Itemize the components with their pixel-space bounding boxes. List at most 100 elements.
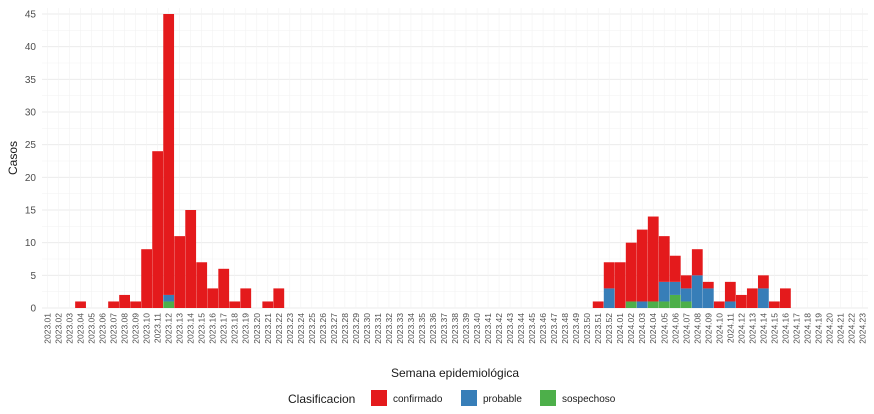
x-tick-label: 2023.29: [351, 313, 361, 344]
bar-confirmado: [196, 262, 208, 308]
x-tick-label: 2023.31: [373, 313, 383, 344]
legend-label-confirmado: confirmado: [393, 394, 443, 405]
bar-confirmado: [735, 294, 747, 308]
x-tick-label: 2023.44: [516, 313, 526, 344]
bar-confirmado: [207, 288, 219, 308]
x-tick-label: 2023.26: [318, 313, 328, 344]
bar-probable: [680, 288, 692, 302]
x-tick-label: 2023.33: [395, 313, 405, 344]
x-tick-label: 2023.37: [439, 313, 449, 344]
bar-sospechoso: [163, 301, 175, 308]
bar-probable: [691, 275, 703, 308]
x-tick-label: 2023.27: [329, 313, 339, 344]
bar-confirmado: [152, 151, 164, 308]
bar-probable: [636, 301, 648, 308]
x-tick-label: 2023.42: [494, 313, 504, 344]
x-tick-label: 2023.22: [274, 313, 284, 344]
x-tick-label: 2023.46: [538, 313, 548, 344]
x-tick-label: 2023.20: [252, 313, 262, 344]
x-tick-label: 2023.18: [230, 313, 240, 344]
bar-confirmado: [273, 288, 285, 308]
bar-probable: [702, 288, 714, 308]
bar-probable: [669, 281, 681, 295]
bar-confirmado: [691, 249, 703, 276]
x-tick-label: 2023.45: [527, 313, 537, 344]
x-tick-label: 2024.16: [780, 313, 790, 344]
legend-key-confirmado: [371, 390, 387, 406]
y-tick-label: 40: [25, 42, 37, 53]
x-tick-label: 2023.17: [219, 313, 229, 344]
x-tick-label: 2023.40: [472, 313, 482, 344]
bar-probable: [163, 294, 175, 302]
bar-probable: [603, 288, 615, 308]
y-tick-label: 25: [25, 140, 37, 151]
bar-confirmado: [218, 268, 230, 308]
bar-confirmado: [757, 275, 769, 289]
x-tick-label: 2023.19: [241, 313, 251, 344]
x-tick-label: 2023.09: [131, 313, 141, 344]
x-tick-label: 2023.14: [186, 313, 196, 344]
bar-probable: [724, 301, 736, 308]
bar-confirmado: [141, 249, 153, 308]
x-tick-label: 2023.16: [208, 313, 218, 344]
x-tick-label: 2024.23: [857, 313, 867, 344]
x-tick-label: 2024.09: [703, 313, 713, 344]
x-tick-label: 2023.38: [450, 313, 460, 344]
bar-confirmado: [108, 301, 119, 308]
x-tick-label: 2023.39: [461, 313, 471, 344]
x-tick-label: 2023.01: [43, 313, 53, 344]
x-tick-label: 2023.52: [604, 313, 614, 344]
x-tick-label: 2023.08: [120, 313, 130, 344]
x-tick-label: 2023.35: [417, 313, 427, 344]
y-tick-label: 10: [25, 238, 37, 249]
legend-title: Clasificacion: [288, 392, 355, 406]
x-tick-label: 2024.10: [714, 313, 724, 344]
x-tick-label: 2024.19: [813, 313, 823, 344]
x-tick-label: 2023.07: [109, 313, 119, 344]
bar-confirmado: [724, 281, 736, 302]
x-tick-label: 2024.06: [670, 313, 680, 344]
x-tick-label: 2023.28: [340, 313, 350, 344]
bar-confirmado: [614, 262, 626, 308]
x-tick-label: 2023.12: [164, 313, 174, 344]
y-tick-label: 35: [25, 75, 37, 86]
x-tick-label: 2024.22: [846, 313, 856, 344]
bar-probable: [757, 288, 769, 308]
x-tick-label: 2024.01: [615, 313, 625, 344]
x-tick-label: 2024.15: [769, 313, 779, 344]
x-tick-label: 2023.02: [54, 313, 64, 344]
bar-sospechoso: [680, 301, 692, 308]
x-tick-label: 2024.20: [824, 313, 834, 344]
bar-confirmado: [163, 14, 175, 295]
x-tick-label: 2024.02: [626, 313, 636, 344]
x-tick-label: 2023.49: [571, 313, 581, 344]
legend-key-probable: [461, 390, 477, 406]
x-tick-label: 2024.08: [692, 313, 702, 344]
x-tick-label: 2023.30: [362, 313, 372, 344]
bar-sospechoso: [658, 301, 670, 308]
bar-confirmado: [780, 288, 791, 308]
bar-confirmado: [130, 301, 142, 308]
x-tick-label: 2023.50: [582, 313, 592, 344]
y-tick-label: 30: [25, 108, 37, 119]
bar-confirmado: [119, 294, 130, 308]
bar-confirmado: [240, 288, 252, 308]
bar-confirmado: [636, 229, 648, 302]
x-tick-label: 2023.47: [549, 313, 559, 344]
x-axis-title: Semana epidemiológica: [391, 366, 519, 380]
x-tick-label: 2023.36: [428, 313, 438, 344]
x-tick-label: 2023.41: [483, 313, 493, 344]
x-tick-label: 2024.03: [637, 313, 647, 344]
x-tick-label: 2023.32: [384, 313, 394, 344]
x-tick-label: 2023.48: [560, 313, 570, 344]
bar-confirmado: [75, 301, 86, 308]
x-tick-label: 2024.07: [681, 313, 691, 344]
x-tick-label: 2024.11: [725, 313, 735, 343]
x-tick-label: 2023.51: [593, 313, 603, 344]
x-tick-label: 2023.23: [285, 313, 295, 344]
bar-confirmado: [174, 236, 186, 308]
x-tick-label: 2024.18: [802, 313, 812, 344]
legend-label-probable: probable: [483, 394, 522, 405]
